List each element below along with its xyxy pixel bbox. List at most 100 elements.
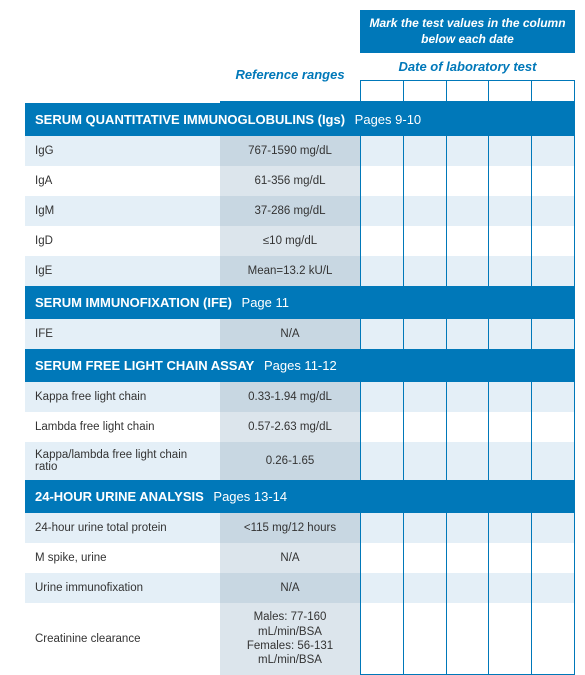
value-cell[interactable]	[403, 319, 446, 349]
value-cell[interactable]	[488, 226, 531, 256]
reference-value: 0.57-2.63 mg/dL	[220, 412, 360, 442]
value-cell[interactable]	[446, 256, 489, 286]
value-cell[interactable]	[446, 382, 489, 412]
row-label: IgD	[25, 226, 220, 256]
reference-ranges-header: Reference ranges	[220, 53, 360, 103]
row-label: Creatinine clearance	[25, 603, 220, 675]
table-row: 24-hour urine total protein<115 mg/12 ho…	[25, 513, 575, 543]
value-cell[interactable]	[446, 226, 489, 256]
value-cell[interactable]	[403, 543, 446, 573]
value-cell[interactable]	[360, 543, 403, 573]
value-cell[interactable]	[403, 573, 446, 603]
value-cell[interactable]	[531, 442, 575, 480]
value-cell[interactable]	[531, 412, 575, 442]
value-cell[interactable]	[403, 603, 446, 675]
spacer	[25, 53, 220, 103]
row-label: IgA	[25, 166, 220, 196]
value-cell[interactable]	[446, 543, 489, 573]
value-cell[interactable]	[446, 513, 489, 543]
value-cell[interactable]	[446, 603, 489, 675]
reference-value: 37-286 mg/dL	[220, 196, 360, 226]
value-cell[interactable]	[446, 136, 489, 166]
value-cell[interactable]	[403, 256, 446, 286]
value-cell[interactable]	[488, 412, 531, 442]
row-label: Lambda free light chain	[25, 412, 220, 442]
value-cell[interactable]	[531, 513, 575, 543]
value-cell[interactable]	[531, 226, 575, 256]
value-cell[interactable]	[360, 442, 403, 480]
value-cell[interactable]	[488, 573, 531, 603]
value-cell[interactable]	[446, 196, 489, 226]
value-cell[interactable]	[488, 166, 531, 196]
value-cell[interactable]	[488, 382, 531, 412]
value-cell[interactable]	[446, 442, 489, 480]
date-col[interactable]	[531, 81, 575, 103]
value-cell[interactable]	[446, 412, 489, 442]
reference-value: Males: 77-160 mL/min/BSAFemales: 56-131 …	[220, 603, 360, 675]
row-label: IgM	[25, 196, 220, 226]
table-row: Creatinine clearanceMales: 77-160 mL/min…	[25, 603, 575, 675]
row-label: Urine immunofixation	[25, 573, 220, 603]
section-title: 24-HOUR URINE ANALYSIS	[35, 489, 204, 504]
value-cell[interactable]	[360, 256, 403, 286]
value-cell[interactable]	[360, 513, 403, 543]
value-cell[interactable]	[488, 196, 531, 226]
reference-value: 0.26-1.65	[220, 442, 360, 480]
value-cell[interactable]	[446, 166, 489, 196]
value-cell[interactable]	[446, 573, 489, 603]
value-cell[interactable]	[360, 412, 403, 442]
table-row: Urine immunofixationN/A	[25, 573, 575, 603]
reference-value: ≤10 mg/dL	[220, 226, 360, 256]
reference-value: 61-356 mg/dL	[220, 166, 360, 196]
row-label: 24-hour urine total protein	[25, 513, 220, 543]
value-cell[interactable]	[488, 442, 531, 480]
table-body: SERUM QUANTITATIVE IMMUNOGLOBULINS (Igs)…	[25, 103, 575, 675]
value-cell[interactable]	[531, 319, 575, 349]
date-col[interactable]	[360, 81, 403, 103]
value-cell[interactable]	[488, 603, 531, 675]
value-cell[interactable]	[360, 226, 403, 256]
value-cell[interactable]	[488, 256, 531, 286]
value-cell[interactable]	[360, 382, 403, 412]
value-cell[interactable]	[403, 226, 446, 256]
spacer	[25, 10, 360, 53]
value-cell[interactable]	[360, 166, 403, 196]
value-cell[interactable]	[360, 603, 403, 675]
value-cell[interactable]	[488, 543, 531, 573]
value-cell[interactable]	[531, 382, 575, 412]
table-row: IgA61-356 mg/dL	[25, 166, 575, 196]
date-col[interactable]	[403, 81, 446, 103]
value-cell[interactable]	[403, 513, 446, 543]
value-cell[interactable]	[403, 382, 446, 412]
date-col[interactable]	[446, 81, 489, 103]
reference-value: 767-1590 mg/dL	[220, 136, 360, 166]
value-cell[interactable]	[360, 196, 403, 226]
value-cell[interactable]	[403, 166, 446, 196]
value-cell[interactable]	[531, 543, 575, 573]
value-cell[interactable]	[403, 136, 446, 166]
section-pages: Pages 11-12	[260, 358, 336, 373]
value-cell[interactable]	[403, 196, 446, 226]
value-cell[interactable]	[488, 319, 531, 349]
value-cell[interactable]	[360, 136, 403, 166]
value-cell[interactable]	[403, 412, 446, 442]
value-cell[interactable]	[531, 166, 575, 196]
table-row: Kappa/lambda free light chain ratio0.26-…	[25, 442, 575, 480]
value-cell[interactable]	[360, 573, 403, 603]
value-cell[interactable]	[531, 136, 575, 166]
value-cell[interactable]	[446, 319, 489, 349]
section-title: SERUM FREE LIGHT CHAIN ASSAY	[35, 358, 254, 373]
value-cell[interactable]	[403, 442, 446, 480]
value-cell[interactable]	[531, 603, 575, 675]
value-cell[interactable]	[531, 256, 575, 286]
section-header: SERUM QUANTITATIVE IMMUNOGLOBULINS (Igs)…	[25, 103, 575, 136]
value-cell[interactable]	[531, 573, 575, 603]
date-of-test-header: Date of laboratory test	[360, 53, 575, 81]
date-col[interactable]	[488, 81, 531, 103]
value-cell[interactable]	[531, 196, 575, 226]
value-cell[interactable]	[488, 513, 531, 543]
instruction-banner: Mark the test values in the column below…	[360, 10, 575, 53]
value-cell[interactable]	[360, 319, 403, 349]
row-label: IFE	[25, 319, 220, 349]
value-cell[interactable]	[488, 136, 531, 166]
